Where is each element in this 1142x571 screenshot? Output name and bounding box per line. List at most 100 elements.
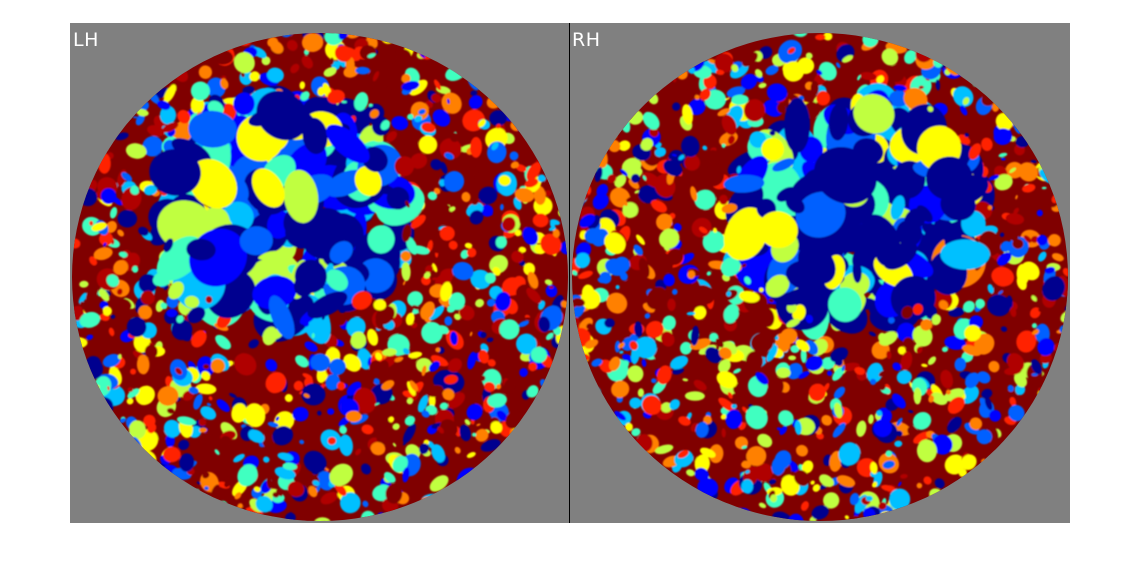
activation-patch — [660, 331, 675, 347]
activation-patch — [581, 23, 589, 28]
activation-patch — [580, 511, 588, 519]
activation-patch — [381, 379, 395, 391]
activation-patch — [267, 421, 279, 428]
activation-patch — [703, 415, 712, 425]
activation-patch — [621, 198, 628, 206]
activation-patch — [470, 269, 492, 290]
activation-patch — [662, 33, 682, 42]
activation-patch — [907, 33, 926, 44]
activation-patch — [926, 156, 973, 201]
activation-patch — [166, 33, 185, 50]
activation-patch — [971, 496, 979, 503]
activation-patch — [77, 147, 82, 153]
activation-patch — [125, 44, 134, 52]
activation-patch — [157, 386, 179, 406]
activation-patch — [1049, 23, 1055, 31]
activation-patch — [987, 284, 994, 294]
activation-patch — [852, 260, 862, 283]
activation-patch — [705, 347, 722, 364]
activation-patch — [651, 481, 660, 496]
activation-patch — [596, 183, 609, 198]
activation-patch — [134, 33, 142, 37]
activation-patch — [968, 33, 978, 35]
activation-patch — [505, 469, 511, 480]
activation-patch — [536, 38, 548, 49]
activation-patch — [833, 402, 843, 419]
activation-patch — [725, 409, 743, 429]
activation-patch — [130, 185, 140, 195]
activation-patch — [758, 307, 775, 328]
activation-patch — [719, 194, 728, 205]
activation-patch — [307, 291, 348, 319]
activation-patch — [1050, 460, 1060, 469]
activation-patch — [999, 232, 1005, 238]
activation-patch — [628, 465, 647, 473]
activation-patch — [294, 259, 327, 293]
activation-patch — [965, 372, 980, 389]
activation-patch — [529, 91, 550, 113]
activation-patch — [525, 317, 532, 321]
activation-patch — [644, 496, 658, 511]
activation-patch — [1044, 111, 1058, 123]
activation-patch — [624, 23, 646, 36]
activation-patch — [199, 508, 219, 521]
activation-patch — [678, 154, 685, 161]
activation-patch — [1008, 71, 1017, 79]
activation-patch — [1012, 238, 1024, 249]
activation-patch — [1022, 33, 1028, 34]
activation-patch — [897, 346, 907, 355]
activation-patch — [591, 67, 601, 82]
activation-patch — [503, 378, 515, 395]
activation-patch — [1047, 33, 1060, 42]
activation-patch — [398, 401, 403, 408]
activation-patch — [373, 378, 380, 385]
activation-patch — [533, 472, 541, 485]
activation-patch — [599, 271, 612, 284]
activation-patch — [487, 359, 496, 367]
activation-patch — [265, 359, 278, 372]
activation-patch — [175, 367, 183, 375]
activation-patch — [589, 37, 597, 45]
activation-patch — [138, 59, 150, 71]
activation-patch — [329, 358, 346, 376]
activation-patch — [723, 303, 739, 324]
activation-patch — [997, 38, 1014, 55]
activation-patch — [548, 226, 557, 232]
activation-patch — [355, 23, 364, 28]
activation-patch — [572, 507, 580, 517]
activation-patch — [918, 85, 924, 90]
activation-patch — [740, 73, 758, 90]
activation-patch — [433, 187, 441, 195]
activation-patch — [556, 145, 568, 158]
activation-patch — [190, 57, 198, 66]
activation-patch — [501, 82, 513, 89]
activation-patch — [742, 52, 758, 67]
activation-patch — [979, 478, 991, 489]
activation-patch — [712, 227, 718, 233]
activation-patch — [778, 410, 794, 427]
activation-patch — [619, 169, 628, 177]
activation-patch — [605, 34, 611, 41]
activation-patch — [766, 83, 788, 102]
activation-patch — [272, 492, 279, 498]
activation-patch — [645, 52, 663, 70]
activation-patch — [629, 397, 642, 409]
activation-patch — [599, 442, 616, 460]
activation-patch — [392, 442, 397, 447]
activation-patch — [266, 475, 273, 490]
activation-patch — [553, 95, 567, 108]
activation-patch — [685, 511, 694, 520]
activation-patch — [805, 510, 809, 515]
activation-patch — [572, 64, 581, 69]
activation-patch — [746, 446, 767, 466]
activation-patch — [464, 419, 471, 426]
activation-patch — [994, 174, 1013, 191]
activation-patch — [947, 396, 965, 414]
activation-patch — [329, 241, 353, 264]
activation-patch — [375, 402, 380, 406]
activation-patch — [190, 81, 210, 101]
activation-patch — [1041, 186, 1047, 190]
activation-patch — [1053, 374, 1068, 389]
activation-patch — [788, 513, 804, 521]
activation-patch — [551, 131, 558, 138]
